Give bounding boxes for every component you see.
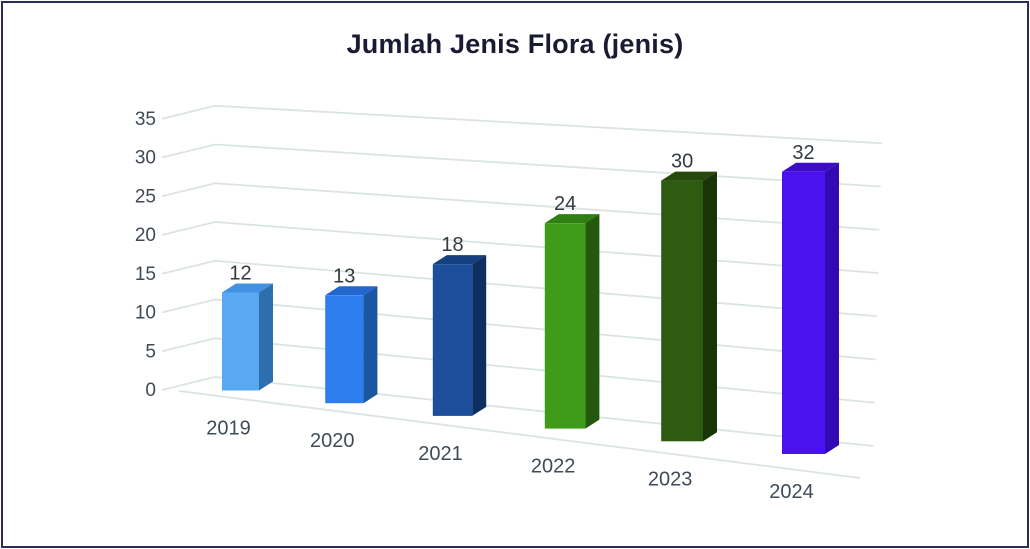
gridline-10 <box>161 298 876 361</box>
bar-2022: 24 2022 <box>531 193 600 478</box>
y-axis-tick-labels: 0 5 10 15 20 25 30 35 <box>135 109 156 401</box>
bar-2019: 12 2019 <box>206 262 273 440</box>
value-label-2023: 30 <box>671 151 693 173</box>
category-label-2023: 2023 <box>648 468 693 490</box>
gridline-5 <box>161 337 875 404</box>
ytick-label-35: 35 <box>135 109 156 130</box>
category-label-2020: 2020 <box>310 430 355 452</box>
bar-top-face-2021 <box>432 255 487 265</box>
bars: 12 2019 13 2020 18 2021 24 2022 30 2023 32 2024 <box>206 142 839 503</box>
gridlines <box>161 104 883 479</box>
bar-side-face-2020 <box>363 286 378 404</box>
value-label-2021: 18 <box>441 234 463 256</box>
category-label-2024: 2024 <box>769 481 814 503</box>
gridline-20 <box>161 221 879 274</box>
bar-side-face-2021 <box>472 255 487 416</box>
floor-front-edge <box>178 390 861 479</box>
bar-front-face-2022 <box>544 223 586 429</box>
ytick-label-25: 25 <box>135 186 156 207</box>
value-label-2020: 13 <box>333 265 355 287</box>
bar-front-face-2019 <box>222 292 259 391</box>
bar-front-face-2020 <box>325 295 364 404</box>
ytick-label-15: 15 <box>135 264 156 285</box>
ytick-label-0: 0 <box>145 380 156 401</box>
gridline-30 <box>161 143 881 188</box>
gridline-15 <box>161 259 878 318</box>
ytick-label-30: 30 <box>135 148 156 169</box>
gridline-0 <box>161 376 874 447</box>
value-label-2024: 32 <box>792 142 814 164</box>
bar-top-face-2024 <box>782 162 839 172</box>
bar-top-face-2020 <box>325 286 378 296</box>
bar-side-face-2023 <box>703 171 717 442</box>
bar-side-face-2024 <box>825 162 839 454</box>
bar-front-face-2023 <box>661 180 703 442</box>
bar-2024: 32 2024 <box>769 142 839 503</box>
bar-front-face-2021 <box>432 264 473 416</box>
bar-2023: 30 2023 <box>648 151 717 490</box>
bar-side-face-2019 <box>259 283 273 391</box>
bar-top-face-2023 <box>661 171 717 181</box>
bar-top-face-2019 <box>222 283 273 293</box>
ytick-label-10: 10 <box>135 303 156 324</box>
category-label-2019: 2019 <box>206 418 251 440</box>
value-label-2019: 12 <box>229 262 251 284</box>
gridline-35 <box>161 104 883 145</box>
category-label-2022: 2022 <box>531 456 576 478</box>
bar-2020: 13 2020 <box>310 265 378 452</box>
bar-side-face-2022 <box>585 214 600 429</box>
ytick-label-5: 5 <box>145 341 156 362</box>
category-label-2021: 2021 <box>418 443 463 465</box>
value-label-2022: 24 <box>554 193 576 215</box>
bar-top-face-2022 <box>544 214 600 224</box>
gridline-25 <box>161 182 880 231</box>
bar-2021: 18 2021 <box>418 234 487 465</box>
ytick-label-20: 20 <box>135 225 156 246</box>
bar-front-face-2024 <box>782 171 825 454</box>
chart-title: Jumlah Jenis Flora (jenis) <box>346 29 684 59</box>
